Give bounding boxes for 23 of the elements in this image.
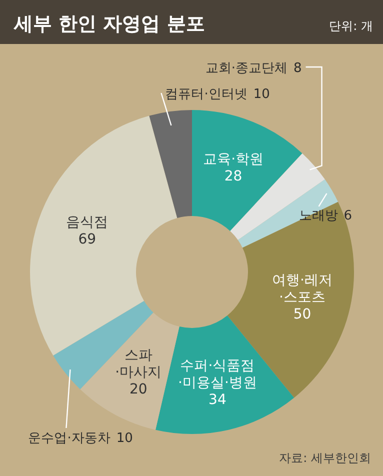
slice-label: 운수업·자동차 [28, 431, 110, 446]
chart-title: 세부 한인 자영업 분포 [13, 13, 205, 35]
data-label: 8 [293, 61, 302, 76]
slice-label: 교회·종교단체 [205, 61, 288, 76]
donut-slice [80, 312, 180, 430]
slice-label: 스파·마사지 [115, 347, 162, 380]
data-label: 69 [78, 231, 96, 248]
data-label: 6 [344, 208, 352, 224]
text: 단위: 개 [329, 19, 373, 33]
slice-label: 교육·학원 [203, 151, 264, 168]
data-label: 20 [129, 381, 148, 398]
slice-label: 컴퓨터·인터넷 [165, 87, 248, 102]
donut-slice [238, 179, 338, 248]
data-label: 50 [293, 306, 312, 323]
slice-label: 여행·레저·스포츠 [272, 272, 332, 306]
data-label: 34 [208, 392, 226, 408]
slice-label: 수퍼·식품점·미용실·병원 [178, 358, 257, 392]
data-label: 28 [224, 168, 242, 184]
data-label: 10 [253, 87, 270, 102]
text: 자료: 세부한인회 [279, 451, 371, 465]
donut-slice [149, 110, 192, 218]
slice-label: 음식점 [66, 214, 108, 230]
data-label: 10 [116, 431, 133, 446]
